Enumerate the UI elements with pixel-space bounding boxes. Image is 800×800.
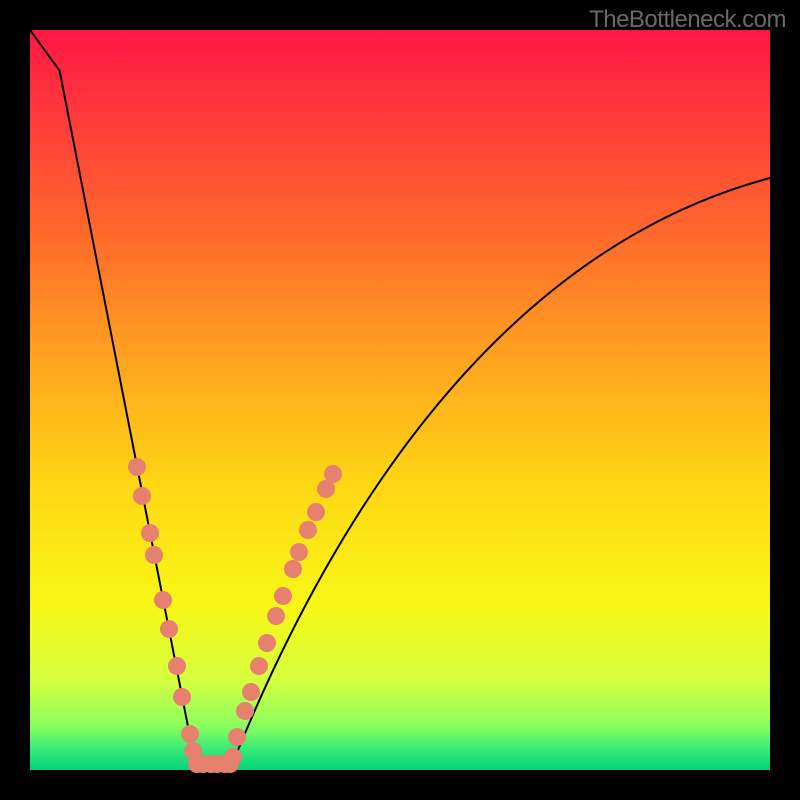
scatter-point (168, 657, 186, 675)
scatter-point (236, 702, 254, 720)
scatter-point (274, 587, 292, 605)
chart-canvas: TheBottleneck.com (0, 0, 800, 800)
scatter-point (224, 748, 242, 766)
plot-area (30, 30, 770, 770)
scatter-point (141, 524, 159, 542)
scatter-point (299, 521, 317, 539)
scatter-point (228, 728, 246, 746)
scatter-point (128, 458, 146, 476)
scatter-point (267, 607, 285, 625)
scatter-point (250, 657, 268, 675)
plot-svg (30, 30, 770, 770)
scatter-point (290, 543, 308, 561)
scatter-point (284, 560, 302, 578)
scatter-point (307, 503, 325, 521)
watermark-text: TheBottleneck.com (589, 6, 786, 34)
scatter-point (258, 634, 276, 652)
scatter-point (181, 725, 199, 743)
scatter-point (324, 465, 342, 483)
scatter-point (242, 683, 260, 701)
scatter-point (173, 688, 191, 706)
scatter-point (154, 591, 172, 609)
plot-background (30, 30, 770, 770)
scatter-point (133, 487, 151, 505)
scatter-point (160, 620, 178, 638)
scatter-point (145, 546, 163, 564)
